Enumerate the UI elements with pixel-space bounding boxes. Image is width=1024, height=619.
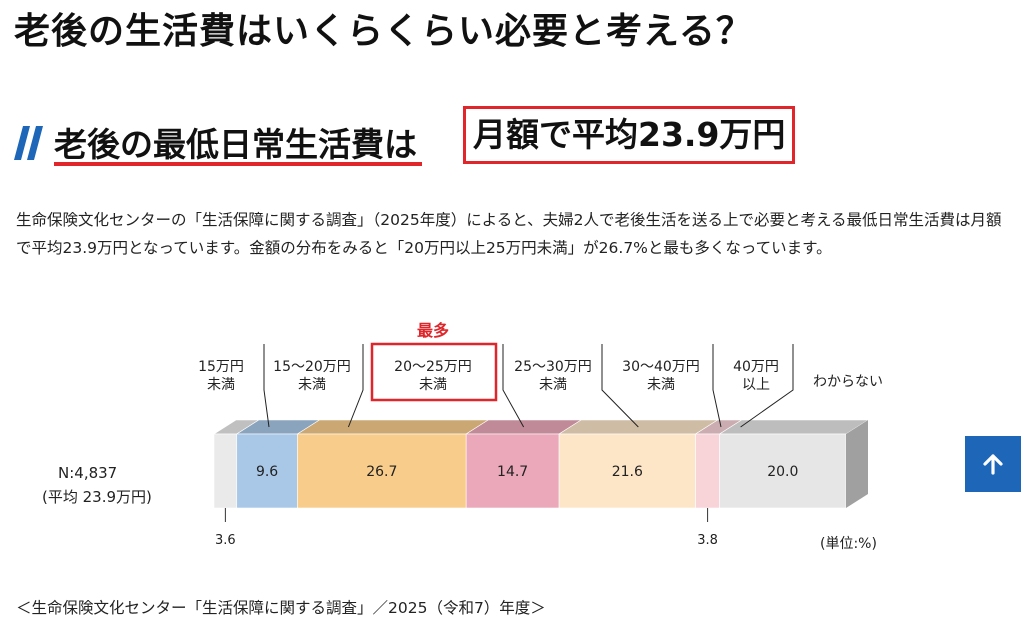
intro-paragraph: 生命保険文化センターの「生活保障に関する調査」（2025年度）によると、夫婦2人… — [16, 211, 1002, 257]
highlight-label: 最多 — [417, 321, 449, 340]
category-label: 15〜20万円 — [273, 359, 351, 375]
category-label: 未満 — [539, 377, 567, 393]
bar-top-face — [296, 419, 490, 435]
value-label: 3.8 — [697, 533, 718, 548]
heading-underline — [54, 162, 422, 166]
heading-text: 老後の最低日常生活費は — [54, 125, 417, 164]
arrow-up-icon — [983, 454, 1003, 475]
category-label: 未満 — [298, 377, 326, 393]
row-label-average: (平均 23.9万円) — [42, 488, 152, 506]
category-label: 未満 — [207, 377, 235, 393]
category-label: 15万円 — [198, 359, 244, 375]
category-label: 未満 — [647, 377, 675, 393]
value-label: 3.6 — [215, 533, 236, 548]
bar-segment — [719, 433, 847, 509]
bar-segment — [236, 433, 298, 509]
value-label: 14.7 — [497, 464, 528, 480]
bar-segment — [695, 433, 720, 509]
section-heading: 老後の最低日常生活費は 月額で平均23.9万円 — [14, 106, 834, 172]
category-label: 30〜40万円 — [622, 359, 700, 375]
category-leader-line — [601, 344, 639, 428]
unit-label: (単位:%) — [820, 536, 877, 552]
bar-side-face — [846, 420, 868, 508]
row-label-n: N:4,837 — [58, 464, 117, 482]
bar-top-face — [718, 419, 870, 435]
value-label: 20.0 — [767, 464, 798, 480]
heading-highlight-box: 月額で平均23.9万円 — [463, 106, 796, 164]
category-label: 40万円 — [733, 359, 779, 375]
value-label: 26.7 — [366, 464, 397, 480]
bar-segment — [558, 433, 696, 509]
category-label: わからない — [813, 374, 883, 390]
category-leader-line — [740, 344, 794, 428]
bar-segment — [213, 433, 238, 509]
scroll-top-button[interactable] — [965, 436, 1021, 492]
category-leader-line — [347, 344, 364, 428]
bar-segment — [465, 433, 560, 509]
category-label: 以上 — [742, 377, 770, 393]
category-leader-line — [263, 344, 270, 428]
highlight-box — [370, 342, 498, 402]
page-title: 老後の生活費はいくらくらい必要と考える？ — [14, 11, 753, 52]
source-note: ＜生命保険文化センター「生活保障に関する調査」／2025（令和7）年度＞ — [16, 599, 546, 617]
stacked-bar-chart: 3.69.6 26.7 14.7 21.63.820.015万円未満15〜20万円未満… — [42, 321, 883, 552]
category-label: 20〜25万円 — [394, 359, 472, 375]
category-leader-line — [502, 344, 525, 428]
value-label: 9.6 — [256, 464, 278, 480]
category-label: 未満 — [419, 377, 447, 393]
category-leader-line — [712, 344, 722, 428]
value-label: 21.6 — [612, 464, 643, 480]
double-slash-icon — [14, 126, 43, 160]
category-label: 25〜30万円 — [514, 359, 592, 375]
